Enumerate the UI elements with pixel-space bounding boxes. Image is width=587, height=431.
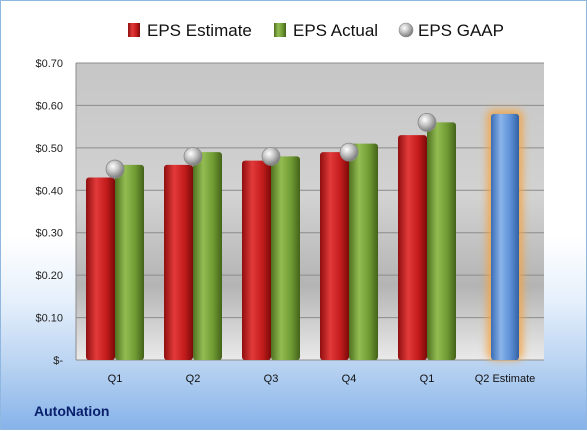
legend-label-eps-estimate: EPS Estimate xyxy=(147,21,252,40)
bar-eps-estimate xyxy=(242,160,271,360)
legend-swatch-eps-estimate xyxy=(128,23,140,37)
bar-forecast xyxy=(491,113,519,361)
bar-eps-actual xyxy=(271,156,300,360)
bar-eps-actual xyxy=(193,152,222,360)
marker-eps-gaap xyxy=(183,146,203,166)
marker-eps-gaap xyxy=(261,146,281,166)
legend-label-eps-gaap: EPS GAAP xyxy=(418,21,504,40)
x-tick-label: Q2 xyxy=(186,373,201,385)
legend-swatch-eps-gaap xyxy=(398,22,414,38)
bar-eps-actual xyxy=(427,122,456,361)
x-tick-label: Q4 xyxy=(342,373,357,385)
bar-eps-estimate xyxy=(164,164,193,360)
y-tick-label: $0.20 xyxy=(35,270,63,282)
brand-label: AutoNation xyxy=(34,403,110,419)
legend-label-eps-actual: EPS Actual xyxy=(293,21,378,40)
marker-eps-gaap xyxy=(417,113,437,132)
y-tick-label: $0.70 xyxy=(35,58,63,70)
x-tick-label: Q1 xyxy=(420,373,435,385)
plot-area xyxy=(76,63,544,360)
marker-eps-gaap xyxy=(339,142,359,162)
marker-eps-gaap xyxy=(105,159,125,179)
bar-eps-actual xyxy=(349,143,378,360)
y-tick-label: $0.30 xyxy=(35,228,63,240)
x-tick-label: Q3 xyxy=(264,373,279,385)
y-tick-label: $0.60 xyxy=(35,100,63,112)
bar-eps-estimate xyxy=(398,135,427,360)
y-tick-label: $0.10 xyxy=(35,313,63,325)
y-tick-label: $0.50 xyxy=(35,143,63,155)
bar-eps-actual xyxy=(115,164,144,360)
bar-eps-estimate xyxy=(86,177,115,360)
bar-eps-estimate xyxy=(320,152,349,360)
x-tick-label: Q2 Estimate xyxy=(475,373,536,385)
legend-swatch-eps-actual xyxy=(274,23,286,37)
y-tick-label: $- xyxy=(53,355,63,367)
x-tick-label: Q1 xyxy=(108,373,123,385)
y-tick-label: $0.40 xyxy=(35,185,63,197)
